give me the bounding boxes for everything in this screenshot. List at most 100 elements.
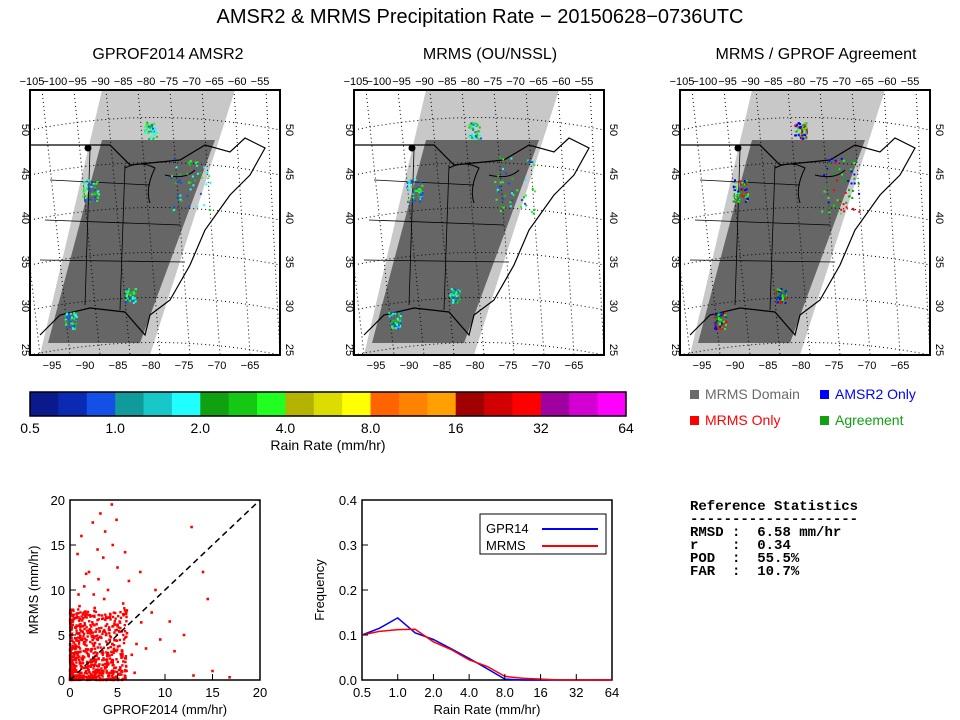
- scatter-point: [104, 624, 107, 628]
- scatter-point: [116, 660, 120, 664]
- scatter-point: [75, 661, 78, 664]
- scatter-point: [85, 638, 88, 642]
- scatter-point: [77, 616, 80, 619]
- scatter-point: [80, 638, 84, 642]
- lon-tick-label-top: −95: [68, 76, 87, 88]
- lat-tick-label-left: 40: [669, 212, 681, 224]
- scatter-xtick-label: 0: [66, 685, 73, 700]
- scatter-point: [113, 631, 116, 634]
- scatter-point: [73, 636, 77, 640]
- lon-tick-label-bottom: −95: [43, 360, 62, 372]
- scatter-point: [86, 672, 89, 675]
- freq-ytick-label: 0.0: [339, 673, 357, 688]
- scatter-point: [83, 650, 87, 653]
- scatter-point: [84, 669, 88, 673]
- scatter-point: [75, 677, 79, 681]
- scatter-point: [84, 648, 88, 651]
- scatter-point: [101, 663, 104, 667]
- scatter-point: [88, 677, 91, 680]
- scatter-point: [106, 678, 109, 681]
- lat-tick-label-left: 35: [669, 256, 681, 268]
- scatter-point: [125, 631, 129, 635]
- lat-tick-label-right: 30: [283, 300, 295, 312]
- scatter-point: [77, 642, 81, 645]
- scatter-point: [111, 625, 114, 628]
- scatter-point: [72, 646, 76, 649]
- scatter-point: [85, 613, 89, 616]
- lon-tick-label-bottom: −95: [693, 360, 712, 372]
- lon-tick-label-top: −75: [809, 76, 828, 88]
- scatter-point: [81, 662, 85, 665]
- scatter-point: [70, 620, 74, 623]
- scatter-point: [115, 628, 119, 632]
- scatter-point: [73, 664, 76, 667]
- agreement-legend-item: MRMS Only: [690, 412, 780, 428]
- scatter-point: [118, 630, 121, 634]
- scatter-ytick-label: 20: [51, 493, 65, 508]
- scatter-point: [117, 614, 120, 618]
- scatter-point: [105, 662, 109, 666]
- scatter-point: [75, 612, 78, 616]
- scatter-xtick-label: 5: [114, 685, 121, 700]
- scatter-point: [100, 651, 103, 655]
- scatter-point: [124, 610, 128, 613]
- lat-tick-label-right: 25: [283, 344, 295, 356]
- lon-tick-label-top: −100: [42, 76, 67, 88]
- colorbar-swatch: [455, 392, 485, 416]
- reference-statistics: Reference Statistics --------------------…: [690, 500, 858, 579]
- colorbar-tick-label: 0.5: [20, 420, 40, 436]
- scatter-point: [111, 664, 114, 667]
- scatter-point: [87, 629, 91, 632]
- lat-tick-label-left: 35: [19, 256, 31, 268]
- colorbar-tick-label: 2.0: [191, 420, 211, 436]
- colorbar-swatch: [257, 392, 286, 416]
- colorbar-tick-label: 8.0: [361, 420, 381, 436]
- scatter-point: [72, 609, 75, 613]
- lon-tick-label-bottom: −75: [499, 360, 518, 372]
- scatter-point: [119, 611, 122, 614]
- lon-tick-label-top: −55: [575, 76, 594, 88]
- scatter-point: [79, 625, 82, 629]
- scatter-point: [70, 628, 73, 631]
- lon-tick-label-bottom: −80: [142, 360, 161, 372]
- scatter-point: [105, 640, 108, 643]
- one-to-one-line: [69, 499, 261, 681]
- scatter-point: [97, 577, 100, 581]
- scatter-point: [91, 642, 94, 645]
- scatter-point: [70, 656, 73, 659]
- scatter-point: [81, 631, 85, 634]
- scatter-point: [119, 654, 123, 657]
- freq-xtick-label: 2.0: [424, 685, 442, 700]
- lat-tick-label-left: 25: [343, 344, 355, 356]
- lon-tick-label-top: −100: [366, 76, 391, 88]
- scatter-point: [88, 660, 92, 664]
- scatter-point: [76, 650, 79, 654]
- scatter-point: [78, 636, 81, 640]
- scatter-point: [90, 631, 93, 634]
- scatter-point: [74, 658, 77, 662]
- scatter-point: [108, 639, 112, 642]
- agreement-legend-item: AMSR2 Only: [820, 386, 916, 402]
- scatter-point: [83, 656, 86, 659]
- scatter-point: [94, 663, 97, 666]
- lon-tick-label-bottom: −85: [433, 360, 452, 372]
- lat-tick-label-left: 30: [669, 300, 681, 312]
- scatter-point: [103, 630, 107, 634]
- lon-tick-label-top: −55: [901, 76, 920, 88]
- scatter-point: [82, 676, 85, 679]
- scatter-point: [79, 674, 82, 678]
- scatter-point: [77, 658, 81, 661]
- scatter-point: [97, 618, 100, 621]
- scatter-point: [89, 640, 92, 644]
- colorbar-swatch: [228, 392, 258, 416]
- scatter-point: [101, 630, 105, 633]
- scatter-point: [87, 613, 90, 617]
- colorbar-tick-label: 1.0: [105, 420, 125, 436]
- scatter-point: [122, 638, 126, 641]
- scatter-point: [114, 629, 117, 632]
- lat-tick-label-right: 45: [933, 168, 945, 180]
- scatter-point: [91, 677, 94, 680]
- scatter-point: [113, 676, 116, 679]
- scatter-point: [110, 642, 114, 646]
- maps-area: −105−100 −95 −90 −85 −80 −75 −70 −65 −60 −55−95 −9…: [19, 76, 945, 372]
